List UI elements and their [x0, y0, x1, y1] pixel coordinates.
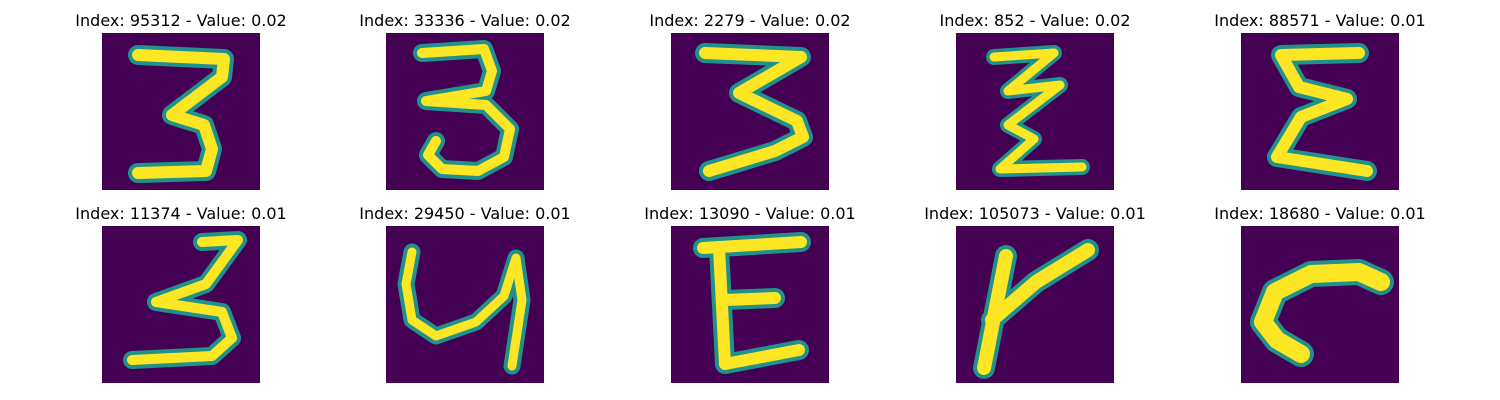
- digit-image: [386, 33, 544, 190]
- panel-title: Index: 33336 - Value: 0.02: [359, 11, 571, 30]
- digit-image: [102, 226, 260, 383]
- sample-panel: Index: 852 - Value: 0.02: [905, 12, 1165, 197]
- digit-image: [1241, 33, 1399, 190]
- digit-image: [671, 226, 829, 383]
- panel-title: Index: 105073 - Value: 0.01: [924, 204, 1146, 223]
- panel-title: Index: 88571 - Value: 0.01: [1214, 11, 1426, 30]
- sample-panel: Index: 2279 - Value: 0.02: [620, 12, 880, 197]
- digit-image: [956, 226, 1114, 383]
- sample-panel: Index: 13090 - Value: 0.01: [620, 205, 880, 390]
- sample-panel: Index: 18680 - Value: 0.01: [1190, 205, 1450, 390]
- digit-image: [386, 226, 544, 383]
- panel-title: Index: 13090 - Value: 0.01: [644, 204, 856, 223]
- panel-title: Index: 29450 - Value: 0.01: [359, 204, 571, 223]
- sample-panel: Index: 29450 - Value: 0.01: [335, 205, 595, 390]
- panel-title: Index: 11374 - Value: 0.01: [75, 204, 287, 223]
- panel-title: Index: 2279 - Value: 0.02: [649, 11, 851, 30]
- panel-title: Index: 18680 - Value: 0.01: [1214, 204, 1426, 223]
- digit-image: [1241, 226, 1399, 383]
- panel-title: Index: 95312 - Value: 0.02: [75, 11, 287, 30]
- digit-image: [102, 33, 260, 190]
- digit-image: [671, 33, 829, 190]
- sample-panel: Index: 88571 - Value: 0.01: [1190, 12, 1450, 197]
- sample-panel: Index: 33336 - Value: 0.02: [335, 12, 595, 197]
- sample-panel: Index: 95312 - Value: 0.02: [51, 12, 311, 197]
- sample-panel: Index: 105073 - Value: 0.01: [905, 205, 1165, 390]
- digit-image: [956, 33, 1114, 190]
- panel-title: Index: 852 - Value: 0.02: [939, 11, 1131, 30]
- sample-panel: Index: 11374 - Value: 0.01: [51, 205, 311, 390]
